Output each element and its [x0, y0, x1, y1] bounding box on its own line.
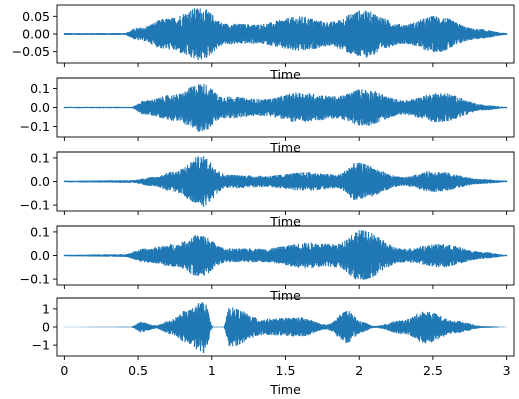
waveform-series-5 [63, 302, 508, 354]
y-tick-label: 0.1 [30, 150, 50, 165]
x-axis-label: Time [269, 67, 301, 82]
subplot-4: −0.1 0.0 0.1 Time [20, 224, 515, 303]
x-tick-label: 2.5 [423, 363, 443, 378]
waveform-series-4 [63, 230, 508, 281]
x-axis-label: Time [269, 140, 301, 155]
y-tick-label: 0.0 [30, 174, 50, 189]
y-tick-label: 0.05 [22, 9, 50, 24]
y-tick-label: 0.1 [30, 224, 50, 239]
y-tick-label: −1 [32, 338, 50, 353]
axes-top-edge [57, 77, 514, 79]
x-axis-label: Time [269, 382, 301, 397]
subplot-1: −0.05 0.00 0.05 Time [12, 4, 515, 82]
axes-top-edge [57, 225, 514, 227]
y-tick-label: −0.1 [20, 198, 50, 213]
y-tick-label: 1 [42, 301, 50, 316]
subplot-5: −1 0 1 0 0.5 1 1.5 2 2.5 3 Time [32, 297, 515, 397]
x-tick-label: 2 [355, 363, 363, 378]
waveform-series-2 [63, 83, 508, 132]
x-tick-label: 0 [60, 363, 68, 378]
x-tick-label: 1.5 [276, 363, 296, 378]
x-tick-label: 1 [208, 363, 216, 378]
x-tick-label: 3 [503, 363, 511, 378]
y-tick-label: 0.0 [30, 248, 50, 263]
axes-top-edge [57, 297, 514, 299]
waveform-series-1 [63, 8, 508, 61]
x-tick-label: 0.5 [128, 363, 148, 378]
y-tick-label: −0.1 [20, 272, 50, 287]
y-tick-label: 0.00 [22, 27, 50, 42]
subplot-3: −0.1 0.0 0.1 Time [20, 150, 515, 229]
y-tick-label: 0.1 [30, 81, 50, 96]
x-axis-label: Time [269, 288, 301, 303]
waveform-series-3 [63, 156, 508, 208]
y-tick-label: −0.1 [20, 119, 50, 134]
y-tick-label: 0 [42, 320, 50, 335]
x-axis-label: Time [269, 214, 301, 229]
y-tick-label: 0.0 [30, 100, 50, 115]
y-tick-label: −0.05 [12, 44, 50, 59]
axes-top-edge [57, 151, 514, 153]
subplot-2: −0.1 0.0 0.1 Time [20, 77, 515, 155]
